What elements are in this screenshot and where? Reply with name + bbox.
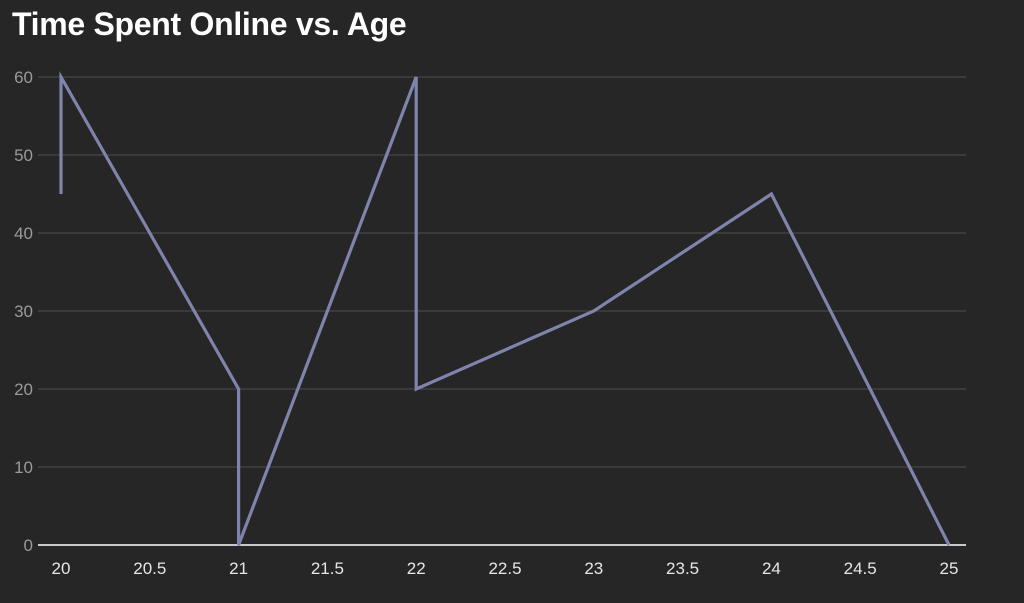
y-tick-label: 60 xyxy=(14,68,33,87)
x-tick-label: 22.5 xyxy=(488,559,521,578)
y-tick-label: 40 xyxy=(14,224,33,243)
x-tick-label: 21.5 xyxy=(311,559,344,578)
y-axis-ticks: 0 10 20 30 40 50 60 xyxy=(14,68,33,555)
chart-title: Time Spent Online vs. Age xyxy=(12,6,407,42)
x-tick-label: 23.5 xyxy=(666,559,699,578)
x-tick-label: 20 xyxy=(52,559,71,578)
x-tick-label: 23 xyxy=(584,559,603,578)
series-line-0 xyxy=(59,70,951,546)
y-tick-label: 20 xyxy=(14,380,33,399)
x-tick-label: 20.5 xyxy=(133,559,166,578)
y-tick-label: 30 xyxy=(14,302,33,321)
x-tick-label: 21 xyxy=(229,559,248,578)
y-tick-label: 0 xyxy=(24,536,33,555)
y-tick-label: 50 xyxy=(14,146,33,165)
y-tick-label: 10 xyxy=(14,458,33,477)
x-tick-label: 24.5 xyxy=(844,559,877,578)
x-tick-label: 22 xyxy=(407,559,426,578)
series-layer xyxy=(59,70,951,546)
x-tick-label: 25 xyxy=(940,559,959,578)
gridlines xyxy=(38,76,966,468)
x-tick-label: 24 xyxy=(762,559,781,578)
x-axis-ticks: 20 20.5 21 21.5 22 22.5 23 23.5 24 24.5 25 xyxy=(52,559,959,578)
